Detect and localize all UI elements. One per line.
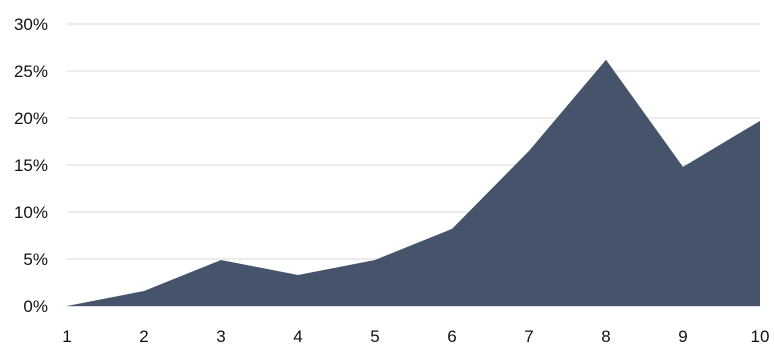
x-tick-label: 6	[447, 327, 456, 346]
x-tick-label: 8	[601, 327, 610, 346]
x-tick-label: 3	[216, 327, 225, 346]
x-tick-label: 10	[751, 327, 770, 346]
y-tick-label: 0%	[23, 297, 48, 316]
x-tick-label: 7	[524, 327, 533, 346]
y-tick-label: 10%	[14, 203, 48, 222]
plot-area	[66, 59, 761, 307]
y-axis: 0% 5% 10% 15% 20% 25% 30%	[14, 15, 48, 316]
gridlines	[67, 23, 760, 307]
x-tick-label: 9	[678, 327, 687, 346]
area-series	[67, 59, 760, 306]
y-tick-label: 20%	[14, 109, 48, 128]
x-axis: 1 2 3 4 5 6 7 8 9 10	[62, 327, 769, 346]
x-tick-label: 2	[139, 327, 148, 346]
y-tick-label: 15%	[14, 156, 48, 175]
y-tick-label: 30%	[14, 15, 48, 34]
y-tick-label: 25%	[14, 62, 48, 81]
x-tick-label: 5	[370, 327, 379, 346]
y-tick-label: 5%	[23, 250, 48, 269]
x-tick-label: 1	[62, 327, 71, 346]
x-tick-label: 4	[293, 327, 302, 346]
